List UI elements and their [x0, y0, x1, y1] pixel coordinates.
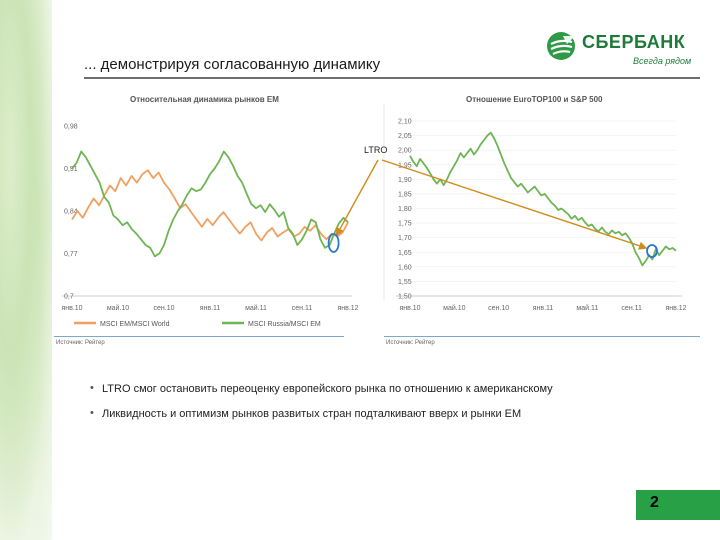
- title-underline: [84, 77, 700, 79]
- bullet-item: LTRO смог остановить переоценку европейс…: [90, 382, 700, 395]
- x-tick-label: май.10: [443, 304, 465, 312]
- y-tick-label: 0,84: [64, 209, 78, 216]
- chart2: 2,10 2,05 2,00 1,95 1,90 1,85 1,80 1,75 1,70 1,65…: [383, 104, 687, 312]
- y-tick-label: 1,80: [398, 206, 412, 213]
- x-tick-label: янв.10: [399, 305, 420, 312]
- y-tick-label: 0,91: [64, 166, 78, 173]
- ltro-arrow-2: [381, 159, 648, 250]
- logo-slogan: Всегда рядом: [633, 56, 692, 66]
- x-tick-label: сен.10: [488, 305, 509, 312]
- x-tick-label: май.10: [107, 304, 129, 312]
- logo-emblem-icon: [547, 32, 575, 60]
- bullet-list: LTRO смог остановить переоценку европейс…: [90, 382, 700, 433]
- x-tick-label: сен.10: [154, 305, 175, 312]
- ltro-label: LTRO: [364, 145, 387, 155]
- chart1: 0,98 0,91 0,84 0,77 0,7 янв.10 май.10 сен.10 янв…: [61, 124, 358, 329]
- x-tick-label: янв.11: [533, 305, 554, 312]
- y-tick-label: 1,95: [398, 162, 412, 169]
- chart2-title: Отношение EuroTOP100 и S&P 500: [466, 95, 603, 104]
- y-tick-label: 0,7: [64, 294, 74, 301]
- y-tick-label: 1,50: [398, 294, 412, 301]
- series-line-1: [409, 131, 677, 267]
- chart1-title: Относительная динамика рынков EM: [130, 95, 279, 104]
- chart2-source-rule: [384, 336, 700, 337]
- ltro-marker-1: [327, 233, 340, 253]
- series-line-2: [71, 150, 349, 258]
- x-tick-label: сен.11: [621, 305, 642, 312]
- slide-title: ... демонстрируя согласованную динамику: [84, 56, 381, 73]
- y-tick-label: 1,65: [398, 250, 412, 257]
- page-number: 2: [650, 494, 659, 511]
- background-fade: [40, 0, 80, 540]
- logo-name: СБЕРБАНК: [582, 32, 686, 52]
- chart1-source: Источник: Рейтер: [56, 340, 105, 346]
- x-tick-label: сен.11: [292, 305, 313, 312]
- sberbank-logo: СБЕРБАНК Всегда рядом: [545, 30, 700, 70]
- y-tick-label: 1,60: [398, 264, 412, 271]
- ltro-callout: LTRO: [327, 145, 658, 258]
- x-tick-label: янв.10: [61, 305, 82, 312]
- y-tick-label: 1,70: [398, 235, 412, 242]
- legend-label-2: MSCI Russia/MSCI EM: [248, 321, 321, 328]
- y-tick-label: 1,75: [398, 221, 412, 228]
- x-tick-label: май.11: [576, 304, 598, 312]
- x-tick-label: янв.12: [665, 305, 686, 312]
- x-tick-label: май.11: [245, 304, 267, 312]
- bullet-item: Ликвидность и оптимизм рынков развитых с…: [90, 407, 700, 420]
- y-tick-label: 1,85: [398, 191, 412, 198]
- y-tick-label: 1,55: [398, 279, 412, 286]
- page-number-badge: 2: [636, 490, 720, 520]
- y-tick-label: 2,05: [398, 133, 412, 140]
- ltro-marker-2: [646, 244, 658, 258]
- x-tick-label: янв.11: [200, 305, 221, 312]
- y-tick-label: 1,90: [398, 177, 412, 184]
- series-line-1: [71, 169, 349, 242]
- x-tick-label: янв.12: [337, 305, 358, 312]
- y-tick-label: 2,10: [398, 119, 412, 126]
- chart2-source: Источник: Рейтер: [386, 340, 435, 346]
- charts-canvas: 0,98 0,91 0,84 0,77 0,7 янв.10 май.10 сен.10 янв…: [61, 104, 687, 329]
- y-tick-label: 0,77: [64, 251, 78, 258]
- y-tick-label: 2,00: [398, 148, 412, 155]
- chart1-source-rule: [54, 336, 344, 337]
- ltro-arrow-1: [335, 159, 379, 237]
- legend-label-1: MSCI EM/MSCI World: [100, 321, 170, 328]
- y-tick-label: 0,98: [64, 124, 78, 131]
